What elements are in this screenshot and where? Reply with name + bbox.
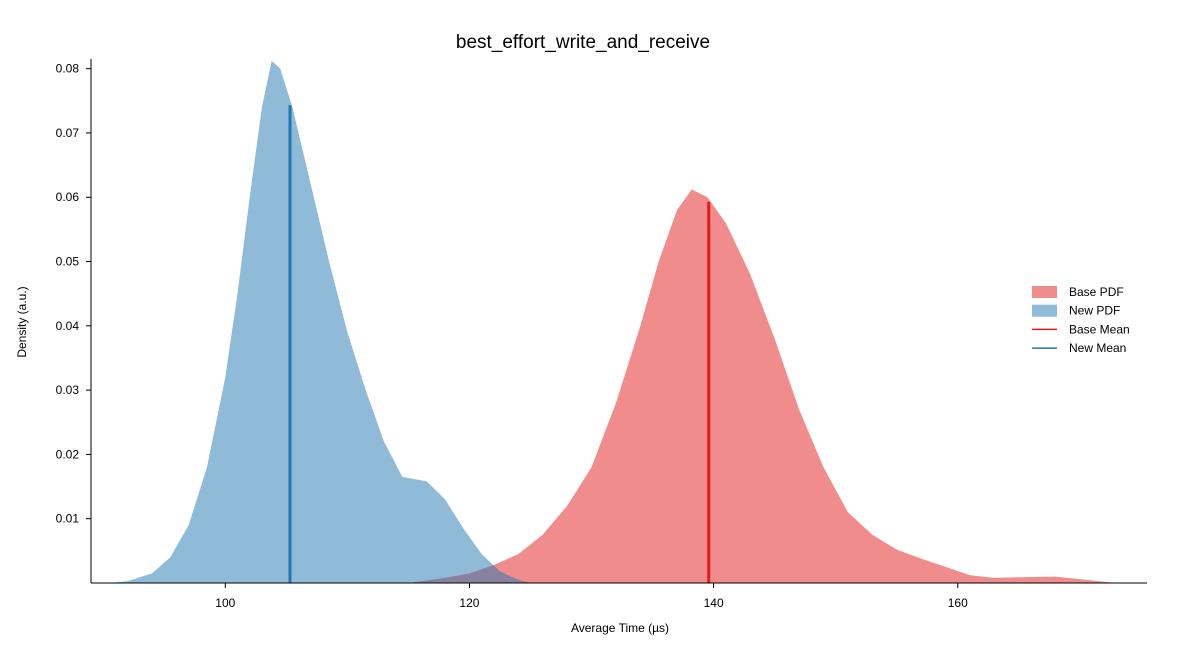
legend-label-new-mean: New Mean (1069, 341, 1126, 355)
x-tick-label: 140 (704, 596, 724, 610)
y-tick-label: 0.02 (56, 447, 80, 461)
x-axis-label: Average Time (µs) (571, 621, 669, 635)
y-tick-label: 0.03 (56, 383, 80, 397)
x-tick-label: 160 (948, 596, 968, 610)
y-tick-label: 0.05 (56, 255, 80, 269)
y-axis-label: Density (a.u.) (15, 286, 29, 357)
y-tick-label: 0.07 (56, 126, 80, 140)
y-tick-label: 0.06 (56, 190, 80, 204)
x-tick-label: 120 (459, 596, 479, 610)
y-tick-label: 0.01 (56, 512, 80, 526)
legend-swatch-new-pdf (1032, 304, 1057, 317)
pdf-area-base (408, 189, 1117, 583)
x-tick-label: 100 (215, 596, 235, 610)
chart-title: best_effort_write_and_receive (456, 32, 710, 53)
legend-label-new-pdf: New PDF (1069, 304, 1120, 318)
legend-label-base-mean: Base Mean (1069, 322, 1130, 336)
y-tick-label: 0.04 (56, 319, 80, 333)
legend: Base PDF New PDF Base Mean New Mean (1032, 285, 1130, 355)
y-tick-label: 0.08 (56, 62, 80, 76)
legend-swatch-base-pdf (1032, 286, 1057, 298)
pdf-area-new (109, 60, 531, 584)
plot-area (109, 60, 1117, 584)
legend-label-base-pdf: Base PDF (1069, 285, 1124, 299)
axes: 100 120 140 160 0.01 0.02 0.03 0.04 0.05 0.06 0.07… (56, 59, 1147, 610)
